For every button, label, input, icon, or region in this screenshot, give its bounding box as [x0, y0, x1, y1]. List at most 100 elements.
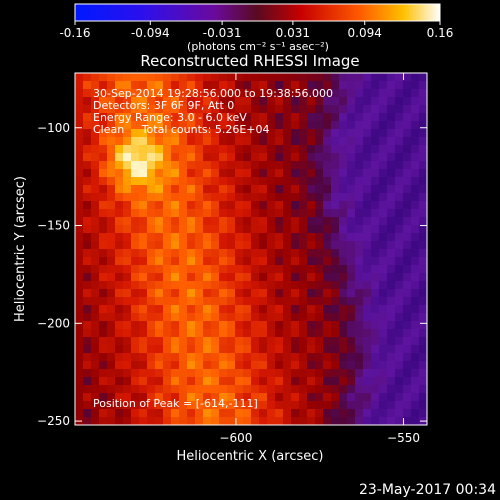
heatmap-cell [323, 145, 332, 154]
heatmap-cell [355, 81, 364, 90]
heatmap-cell [379, 225, 388, 234]
heatmap-cell [147, 281, 156, 290]
heatmap-cell [291, 177, 300, 186]
heatmap-cell [123, 289, 132, 298]
heatmap-cell [419, 73, 427, 82]
heatmap-cell [75, 369, 84, 378]
heatmap-cell [187, 249, 196, 258]
heatmap-cell [123, 273, 132, 282]
heatmap-cell [155, 185, 164, 194]
heatmap-cell [115, 233, 124, 242]
heatmap-cell [107, 177, 116, 186]
heatmap-cell [379, 281, 388, 290]
heatmap-cell [347, 305, 356, 314]
heatmap-cell [99, 169, 108, 178]
heatmap-cell [115, 353, 124, 362]
heatmap-cell [99, 385, 108, 394]
heatmap-cell [275, 321, 284, 330]
heatmap-cell [347, 81, 356, 90]
heatmap-cell [139, 249, 148, 258]
heatmap-cell [115, 201, 124, 210]
heatmap-cell [179, 113, 188, 122]
heatmap-cell [83, 345, 92, 354]
heatmap-cell [227, 169, 236, 178]
heatmap-cell [323, 97, 332, 106]
heatmap-cell [307, 361, 316, 370]
heatmap-cell [139, 121, 148, 130]
heatmap-cell [403, 113, 412, 122]
heatmap-cell [363, 321, 372, 330]
heatmap-cell [315, 361, 324, 370]
heatmap-cell [115, 281, 124, 290]
heatmap-cell [251, 177, 260, 186]
heatmap-cell [307, 201, 316, 210]
heatmap-cell [139, 417, 148, 425]
heatmap-cell [243, 201, 252, 210]
timestamp: 23-May-2017 00:34 [359, 482, 496, 498]
heatmap-cell [275, 385, 284, 394]
plot-frame [74, 72, 428, 426]
heatmap-cell [139, 273, 148, 282]
heatmap-cell [315, 329, 324, 338]
heatmap-cell [211, 105, 220, 114]
heatmap-cell [171, 105, 180, 114]
heatmap-cell [147, 193, 156, 202]
heatmap-cell [195, 337, 204, 346]
heatmap-cell [163, 233, 172, 242]
heatmap-cell [195, 209, 204, 218]
heatmap-cell [403, 273, 412, 282]
heatmap-cell [331, 393, 340, 402]
heatmap-cell [131, 233, 140, 242]
heatmap-cell [259, 225, 268, 234]
heatmap-cell [411, 241, 420, 250]
heatmap-cell [171, 417, 180, 425]
heatmap-cell [387, 121, 396, 130]
heatmap-cell [91, 329, 100, 338]
heatmap-cell [107, 337, 116, 346]
heatmap-cell [331, 89, 340, 98]
heatmap-cell [107, 209, 116, 218]
heatmap-cell [83, 401, 92, 410]
heatmap-cell [235, 329, 244, 338]
heatmap-cell [163, 369, 172, 378]
heatmap-cell [283, 201, 292, 210]
heatmap-cell [403, 377, 412, 386]
heatmap-cell [75, 273, 84, 282]
heatmap-cell [115, 145, 124, 154]
heatmap-cell [347, 337, 356, 346]
heatmap-cell [347, 161, 356, 170]
heatmap-cell [171, 177, 180, 186]
heatmap-cell [267, 305, 276, 314]
heatmap-cell [355, 145, 364, 154]
heatmap-cell [419, 137, 427, 146]
heatmap-cell [371, 73, 380, 82]
heatmap-cell [411, 81, 420, 90]
heatmap-cell [107, 409, 116, 418]
heatmap-cell [203, 361, 212, 370]
heatmap-cell [371, 289, 380, 298]
heatmap-cell [195, 153, 204, 162]
heatmap-cell [91, 297, 100, 306]
heatmap-cell [179, 385, 188, 394]
heatmap-cell [251, 377, 260, 386]
heatmap-cell [195, 345, 204, 354]
heatmap-cell [379, 137, 388, 146]
heatmap-cell [115, 337, 124, 346]
heatmap-cell [347, 73, 356, 82]
heatmap-cell [75, 185, 84, 194]
heatmap-cell [291, 73, 300, 82]
heatmap-cell [419, 361, 427, 370]
heatmap-cell [323, 193, 332, 202]
heatmap-cell [243, 337, 252, 346]
heatmap-cell [147, 233, 156, 242]
heatmap-cell [99, 73, 108, 82]
heatmap-cell [227, 305, 236, 314]
heatmap-cell [387, 409, 396, 418]
heatmap-cell [227, 177, 236, 186]
heatmap-cell [99, 129, 108, 138]
heatmap-cell [339, 401, 348, 410]
heatmap-cell [411, 185, 420, 194]
heatmap-cell [323, 313, 332, 322]
heatmap-cell [75, 225, 84, 234]
heatmap-cell [251, 217, 260, 226]
